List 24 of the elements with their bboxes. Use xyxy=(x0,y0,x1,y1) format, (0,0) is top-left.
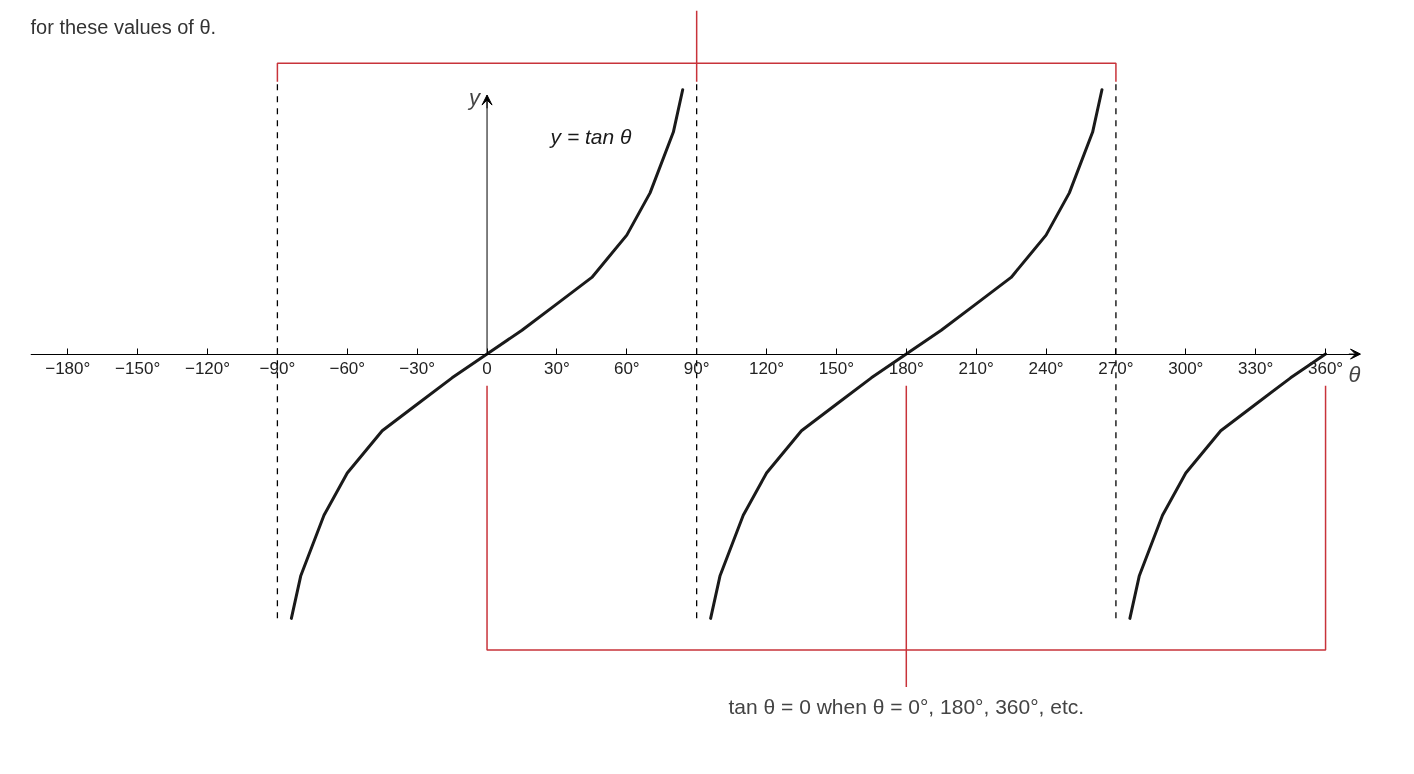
x-tick-label: −30° xyxy=(399,359,435,379)
x-tick-label: 300° xyxy=(1168,359,1204,379)
x-tick-label: 60° xyxy=(613,359,640,379)
x-tick-label: −60° xyxy=(329,359,366,379)
x-tick-label: 120° xyxy=(748,359,785,379)
x-tick-label: −150° xyxy=(115,359,161,379)
x-tick-label: 30° xyxy=(544,359,570,379)
x-tick-label: 360° xyxy=(1307,359,1344,379)
x-tick-label: 270° xyxy=(1098,359,1134,379)
series-label: y = tan θ xyxy=(548,124,633,148)
x-tick-label: 330° xyxy=(1238,359,1274,379)
x-tick-label: −180° xyxy=(45,359,91,379)
x-tick-label: −120° xyxy=(184,359,231,379)
x-tick-label: 0 xyxy=(482,359,492,379)
x-tick-label: −90° xyxy=(259,359,296,379)
x-tick-label: 90° xyxy=(683,359,710,379)
x-axis-title: θ xyxy=(1348,362,1361,387)
text: for these values of θ. xyxy=(30,15,217,38)
text: tan θ = 0 when θ = 0°, 180°, 360°, etc. xyxy=(728,695,1085,718)
x-tick-label: 150° xyxy=(818,359,855,379)
x-tick-label: 240° xyxy=(1028,359,1064,379)
x-tick-label: 210° xyxy=(958,359,994,379)
y-axis-title: y xyxy=(467,85,483,111)
x-tick-label: 180° xyxy=(888,359,924,379)
